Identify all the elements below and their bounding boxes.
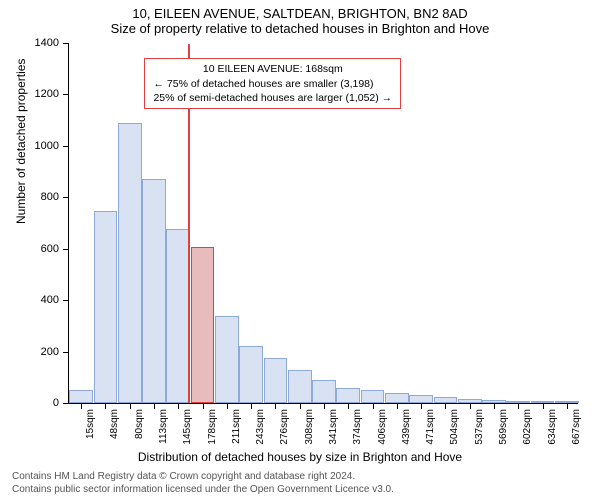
plot-area: 020040060080010001200140015sqm48sqm80sqm… bbox=[68, 44, 578, 404]
x-tick-mark bbox=[130, 403, 131, 409]
y-tick-label: 0 bbox=[53, 397, 69, 409]
x-tick-mark bbox=[445, 403, 446, 409]
histogram-bar bbox=[385, 393, 409, 403]
callout-line: 10 EILEEN AVENUE: 168sqm bbox=[153, 62, 392, 76]
callout-line: 25% of semi-detached houses are larger (… bbox=[153, 91, 392, 105]
callout-box: 10 EILEEN AVENUE: 168sqm← 75% of detache… bbox=[144, 58, 401, 109]
x-tick-mark bbox=[543, 403, 544, 409]
x-tick-mark bbox=[227, 403, 228, 409]
histogram-bar bbox=[69, 390, 93, 403]
y-axis-label: Number of detached properties bbox=[14, 59, 28, 224]
histogram-bar bbox=[288, 370, 312, 403]
x-axis-label: Distribution of detached houses by size … bbox=[0, 450, 600, 464]
histogram-bar bbox=[142, 179, 166, 403]
x-tick-label: 80sqm bbox=[134, 409, 145, 439]
x-tick-mark bbox=[567, 403, 568, 409]
x-tick-label: 602sqm bbox=[522, 409, 533, 445]
x-tick-mark bbox=[154, 403, 155, 409]
chart-title-sub: Size of property relative to detached ho… bbox=[0, 21, 600, 38]
y-tick-label: 200 bbox=[41, 346, 69, 358]
callout-line: ← 75% of detached houses are smaller (3,… bbox=[153, 77, 392, 91]
x-tick-mark bbox=[178, 403, 179, 409]
x-tick-mark bbox=[81, 403, 82, 409]
x-tick-mark bbox=[373, 403, 374, 409]
x-tick-mark bbox=[421, 403, 422, 409]
histogram-bar bbox=[191, 247, 215, 403]
x-tick-label: 276sqm bbox=[279, 409, 290, 445]
histogram-bar bbox=[215, 316, 239, 403]
x-tick-mark bbox=[470, 403, 471, 409]
histogram-bar bbox=[264, 358, 288, 403]
x-tick-label: 504sqm bbox=[449, 409, 460, 445]
histogram-bar bbox=[166, 229, 190, 403]
x-tick-label: 667sqm bbox=[571, 409, 582, 445]
x-tick-mark bbox=[251, 403, 252, 409]
x-tick-label: 406sqm bbox=[377, 409, 388, 445]
y-tick-label: 1400 bbox=[35, 37, 69, 49]
y-tick-label: 600 bbox=[41, 243, 69, 255]
histogram-bar bbox=[94, 211, 118, 403]
y-tick-label: 400 bbox=[41, 294, 69, 306]
x-tick-label: 178sqm bbox=[207, 409, 218, 445]
x-tick-label: 113sqm bbox=[158, 409, 169, 444]
x-tick-label: 145sqm bbox=[182, 409, 193, 445]
x-tick-label: 243sqm bbox=[255, 409, 266, 445]
x-tick-label: 471sqm bbox=[425, 409, 436, 445]
x-tick-mark bbox=[324, 403, 325, 409]
x-tick-mark bbox=[518, 403, 519, 409]
x-tick-mark bbox=[494, 403, 495, 409]
x-tick-label: 48sqm bbox=[109, 409, 120, 439]
histogram-bar bbox=[239, 346, 263, 403]
footer-attribution: Contains HM Land Registry data © Crown c… bbox=[12, 470, 394, 496]
x-tick-mark bbox=[203, 403, 204, 409]
x-tick-label: 569sqm bbox=[498, 409, 509, 445]
x-tick-mark bbox=[105, 403, 106, 409]
chart-title-main: 10, EILEEN AVENUE, SALTDEAN, BRIGHTON, B… bbox=[0, 0, 600, 21]
x-tick-label: 537sqm bbox=[474, 409, 485, 445]
histogram-bar bbox=[361, 390, 385, 403]
x-tick-mark bbox=[397, 403, 398, 409]
histogram-bar bbox=[118, 123, 142, 403]
footer-line-1: Contains HM Land Registry data © Crown c… bbox=[12, 470, 394, 483]
x-tick-label: 634sqm bbox=[547, 409, 558, 445]
histogram-bar bbox=[409, 395, 433, 403]
y-tick-label: 1000 bbox=[35, 140, 69, 152]
x-tick-label: 308sqm bbox=[304, 409, 315, 445]
histogram-bar bbox=[312, 380, 336, 403]
x-tick-label: 439sqm bbox=[401, 409, 412, 445]
x-tick-label: 374sqm bbox=[352, 409, 363, 445]
x-tick-label: 341sqm bbox=[328, 409, 339, 445]
y-tick-label: 1200 bbox=[35, 88, 69, 100]
x-tick-label: 15sqm bbox=[85, 409, 96, 439]
footer-line-2: Contains public sector information licen… bbox=[12, 483, 394, 496]
x-tick-mark bbox=[348, 403, 349, 409]
histogram-bar bbox=[336, 388, 360, 403]
x-tick-label: 211sqm bbox=[231, 409, 242, 444]
x-tick-mark bbox=[300, 403, 301, 409]
x-tick-mark bbox=[275, 403, 276, 409]
y-tick-label: 800 bbox=[41, 191, 69, 203]
chart-container: 10, EILEEN AVENUE, SALTDEAN, BRIGHTON, B… bbox=[0, 0, 600, 500]
